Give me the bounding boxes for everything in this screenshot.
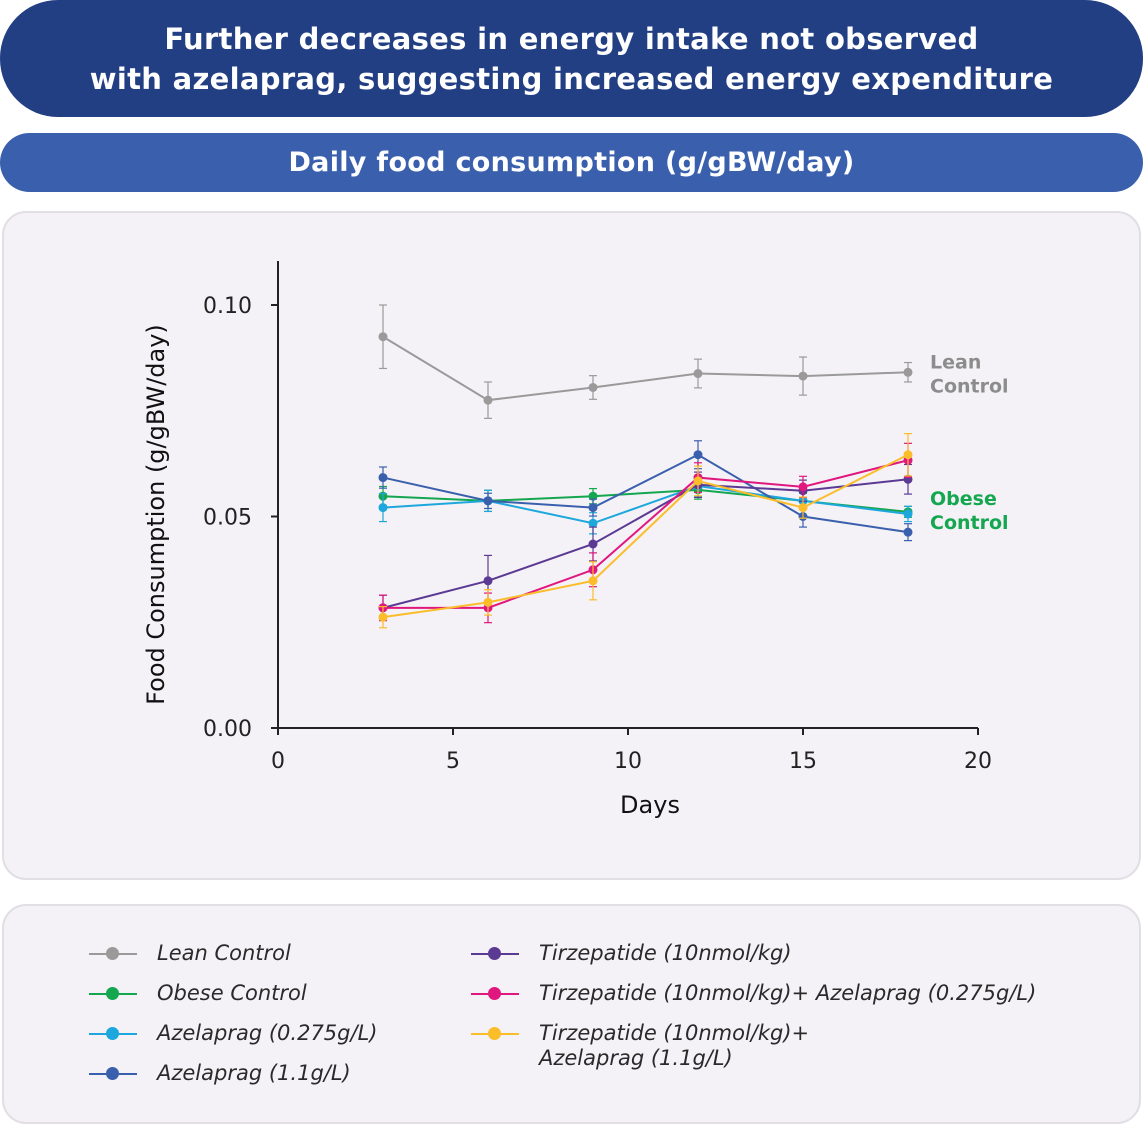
legend-label: Azelaprag (1.1g/L) <box>157 1061 351 1085</box>
data-point <box>588 382 598 392</box>
legend-panel: Lean Control Obese Control Azelaprag (0.27… <box>2 904 1141 1124</box>
data-point <box>798 503 808 513</box>
legend-item: Azelaprag (1.1g/L) <box>89 1061 351 1086</box>
legend-swatch <box>89 941 137 966</box>
series-line-0 <box>382 335 909 402</box>
legend-label: Tirzepatide (10nmol/kg)+ Azelaprag (0.27… <box>539 981 1037 1005</box>
y-tick-label: 0.05 <box>203 506 252 531</box>
legend-swatch <box>89 1021 137 1046</box>
x-tick-label: 5 <box>446 749 460 774</box>
data-point <box>798 371 808 381</box>
subtitle-banner: Daily food consumption (g/gBW/day) <box>0 133 1143 192</box>
legend-label: Tirzepatide (10nmol/kg)+ Azelaprag (1.1g… <box>539 1021 810 1070</box>
annotation-label: Control <box>930 375 1009 397</box>
data-point <box>588 503 598 513</box>
legend-swatch-dot <box>488 987 501 1000</box>
legend-swatch-dot <box>106 987 119 1000</box>
data-point <box>483 395 493 405</box>
data-point <box>693 369 703 379</box>
legend-item: Tirzepatide (10nmol/kg) <box>471 941 792 966</box>
data-point <box>483 576 493 586</box>
legend-item: Tirzepatide (10nmol/kg)+ Azelaprag (0.27… <box>471 981 1036 1006</box>
legend-item: Tirzepatide (10nmol/kg)+ Azelaprag (1.1g… <box>471 1021 811 1071</box>
data-point <box>378 612 388 622</box>
legend-swatch <box>471 941 519 966</box>
data-point <box>693 476 703 486</box>
y-tick-label: 0.00 <box>203 717 252 742</box>
data-point <box>378 503 388 513</box>
data-point <box>693 450 703 460</box>
data-point <box>903 509 913 519</box>
annotation-label: Lean <box>930 351 981 373</box>
x-tick-label: 15 <box>789 749 817 774</box>
line-chart: 0 5 10 15 20 0.00 0.05 0.10 Days Food Consumption… <box>142 261 1009 819</box>
legend-swatch <box>89 1061 137 1086</box>
legend-item: Obese Control <box>89 981 307 1006</box>
data-point <box>588 518 598 528</box>
legend-swatch <box>471 981 519 1006</box>
title-line-2: with azelaprag, suggesting increased ene… <box>89 62 1054 96</box>
x-tick-label: 10 <box>614 749 642 774</box>
legend-swatch-dot <box>488 947 501 960</box>
chart-panel: 0 5 10 15 20 0.00 0.05 0.10 Days Food Consumption… <box>2 211 1141 880</box>
legend-label: Lean Control <box>157 941 291 965</box>
legend-swatch-dot <box>106 1027 119 1040</box>
title-line-1: Further decreases in energy intake not o… <box>164 22 979 56</box>
legend-swatch-dot <box>106 1067 119 1080</box>
series-line-6 <box>382 453 909 619</box>
y-axis-label: Food Consumption (g/gBW/day) <box>142 324 170 705</box>
x-tick-label: 20 <box>964 749 992 774</box>
legend-item: Lean Control <box>89 941 291 966</box>
series-line-4 <box>382 478 909 609</box>
legend-swatch <box>89 981 137 1006</box>
data-point <box>588 539 598 549</box>
data-point <box>378 332 388 342</box>
series-line-3 <box>382 453 909 534</box>
subtitle-text: Daily food consumption (g/gBW/day) <box>288 147 855 178</box>
x-tick-label: 0 <box>271 749 285 774</box>
annotation-label: Control <box>930 512 1009 534</box>
data-point <box>483 597 493 607</box>
x-axis-label: Days <box>620 791 680 819</box>
annotation-label: Obese <box>930 488 997 510</box>
data-point <box>378 473 388 483</box>
series-line-1 <box>382 488 909 513</box>
legend-label: Obese Control <box>157 981 307 1005</box>
series-line-2 <box>382 485 909 525</box>
legend-swatch-dot <box>106 947 119 960</box>
data-point <box>588 576 598 586</box>
legend-label: Azelaprag (0.275g/L) <box>157 1021 378 1045</box>
legend-item: Azelaprag (0.275g/L) <box>89 1021 377 1046</box>
legend-swatch <box>471 1021 519 1046</box>
data-point <box>903 450 913 460</box>
series-line-5 <box>383 459 909 609</box>
data-point <box>588 491 598 501</box>
legend-label: Tirzepatide (10nmol/kg) <box>539 941 792 965</box>
legend-swatch-dot <box>488 1027 501 1040</box>
title-banner: Further decreases in energy intake not o… <box>0 0 1143 117</box>
data-point <box>798 482 808 492</box>
data-point <box>483 496 493 506</box>
data-point <box>903 367 913 377</box>
data-point <box>903 527 913 537</box>
y-tick-label: 0.10 <box>203 294 252 319</box>
